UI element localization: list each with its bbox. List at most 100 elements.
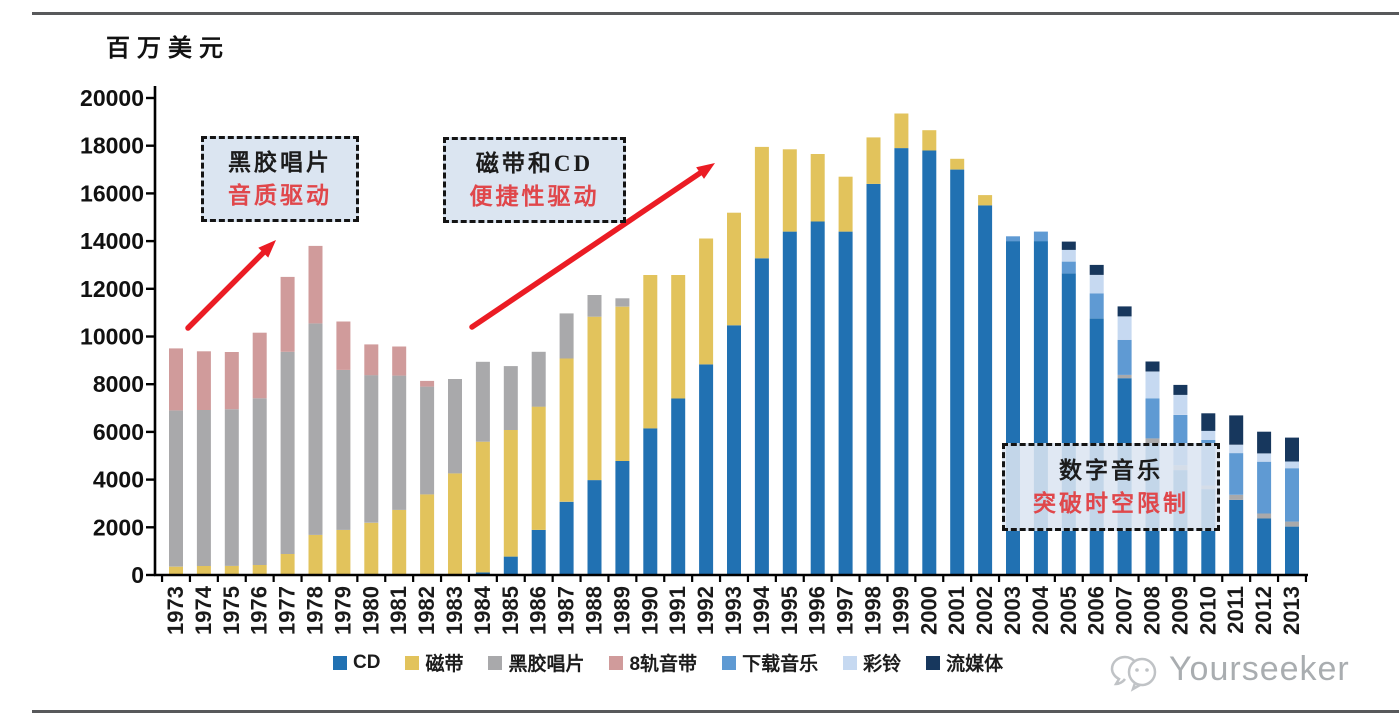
trend-arrow-head-2: [696, 163, 715, 179]
x-label-2010: 2010: [1195, 586, 1220, 635]
chart-legend: CD 磁带 黑胶唱片 8轨音带 下载音乐 彩铃 流媒体: [333, 649, 1003, 676]
bar-1977-黑胶唱片: [280, 351, 295, 554]
x-label-1994: 1994: [749, 585, 774, 635]
bar-1996-磁带: [810, 154, 825, 222]
bar-2012-彩铃: [1257, 453, 1272, 462]
annotation-title: 数字音乐: [1059, 457, 1163, 483]
bar-1982-8轨音带: [420, 380, 435, 387]
x-label-2009: 2009: [1167, 586, 1192, 635]
legend-swatch-黑胶唱片: [488, 655, 503, 670]
bar-2005-流媒体: [1061, 241, 1076, 250]
trend-arrow-head-1: [258, 240, 276, 258]
bar-2013-彩铃: [1285, 461, 1299, 469]
annotation-subtitle: 突破时空限制: [1033, 491, 1189, 516]
x-label-1989: 1989: [609, 586, 634, 635]
y-tick-label: 6000: [93, 419, 144, 445]
y-tick-label: 2000: [93, 514, 144, 540]
bar-1979-磁带: [336, 529, 351, 575]
x-label-2007: 2007: [1112, 586, 1137, 635]
trend-arrow-2: [469, 166, 709, 330]
annotation-digital-era: 数字音乐 突破时空限制: [1002, 443, 1220, 531]
x-label-1986: 1986: [526, 586, 551, 635]
annotation-title: 黑胶唱片: [228, 149, 332, 175]
legend-item-磁带: 磁带: [405, 649, 463, 676]
bar-2005-下载音乐: [1061, 261, 1076, 274]
x-label-2006: 2006: [1084, 586, 1109, 635]
bar-2008-下载音乐: [1145, 398, 1160, 439]
legend-swatch-彩铃: [843, 655, 858, 670]
legend-label-流媒体: 流媒体: [946, 654, 1004, 675]
bar-1975-磁带: [224, 565, 239, 575]
bar-2006-下载音乐: [1089, 293, 1104, 319]
legend-label-彩铃: 彩铃: [863, 654, 902, 675]
bar-1978-8轨音带: [308, 245, 323, 324]
bar-2012-黑胶唱片: [1257, 513, 1272, 519]
x-label-2002: 2002: [972, 586, 997, 635]
x-label-1987: 1987: [554, 586, 579, 635]
x-label-1985: 1985: [498, 586, 523, 635]
y-tick-label: 0: [131, 562, 144, 588]
top-divider: [32, 12, 1399, 15]
y-tick-label: 14000: [80, 228, 144, 254]
bar-1983-黑胶唱片: [448, 379, 462, 474]
bar-2011-CD: [1229, 499, 1244, 575]
bar-1981-8轨音带: [392, 346, 407, 376]
x-label-1999: 1999: [888, 586, 913, 635]
legend-label-黑胶唱片: 黑胶唱片: [508, 654, 585, 675]
bar-1990-CD: [643, 428, 658, 575]
legend-label-8轨音带: 8轨音带: [629, 654, 698, 675]
bar-1992-磁带: [699, 238, 714, 365]
bar-1974-黑胶唱片: [196, 410, 211, 566]
x-label-2012: 2012: [1251, 586, 1276, 635]
x-label-1996: 1996: [805, 586, 830, 635]
bar-1976-8轨音带: [252, 332, 267, 399]
x-label-1991: 1991: [665, 586, 690, 635]
x-label-1974: 1974: [191, 585, 216, 635]
x-label-1973: 1973: [163, 586, 188, 635]
bar-1980-黑胶唱片: [364, 375, 379, 523]
bar-1988-磁带: [587, 316, 602, 481]
bar-2004-下载音乐: [1033, 231, 1048, 242]
x-label-2001: 2001: [944, 586, 969, 635]
bar-2013-CD: [1285, 526, 1299, 575]
x-label-1998: 1998: [861, 586, 886, 635]
bar-2007-彩铃: [1117, 316, 1132, 340]
bar-1982-磁带: [420, 494, 435, 575]
bar-1979-8轨音带: [336, 321, 351, 370]
y-tick-label: 12000: [80, 276, 144, 302]
legend-item-下载音乐: 下载音乐: [722, 649, 818, 676]
legend-label-CD: CD: [353, 651, 381, 673]
legend-swatch-磁带: [405, 655, 420, 670]
bar-1980-磁带: [364, 522, 379, 575]
bar-2011-下载音乐: [1229, 453, 1244, 495]
bar-1976-磁带: [252, 565, 267, 575]
bar-2013-流媒体: [1285, 437, 1299, 462]
y-tick-label: 8000: [93, 371, 144, 397]
x-label-2003: 2003: [1000, 586, 1025, 635]
bar-2008-流媒体: [1145, 361, 1160, 372]
wechat-icon: [1110, 655, 1157, 692]
bar-1991-CD: [671, 398, 686, 575]
x-label-2000: 2000: [916, 586, 941, 635]
bar-2009-流媒体: [1173, 384, 1188, 395]
legend-item-8轨音带: 8轨音带: [609, 649, 697, 676]
legend-item-彩铃: 彩铃: [843, 649, 901, 676]
x-label-1992: 1992: [693, 586, 718, 635]
bar-1989-CD: [615, 461, 630, 575]
legend-label-磁带: 磁带: [425, 654, 464, 675]
x-label-2013: 2013: [1279, 586, 1304, 635]
bar-1978-黑胶唱片: [308, 323, 323, 535]
bar-1996-CD: [810, 221, 825, 575]
bar-1998-CD: [866, 183, 881, 575]
x-label-1978: 1978: [303, 586, 328, 635]
y-tick-label: 10000: [80, 324, 144, 350]
bar-2010-彩铃: [1201, 430, 1216, 440]
annotation-title: 磁带和CD: [475, 150, 594, 176]
bar-1988-CD: [587, 480, 602, 575]
x-label-1995: 1995: [777, 586, 802, 635]
bar-1975-黑胶唱片: [224, 409, 239, 566]
bar-1976-黑胶唱片: [252, 398, 267, 565]
bar-1977-8轨音带: [280, 276, 295, 352]
bar-2012-流媒体: [1257, 431, 1272, 454]
